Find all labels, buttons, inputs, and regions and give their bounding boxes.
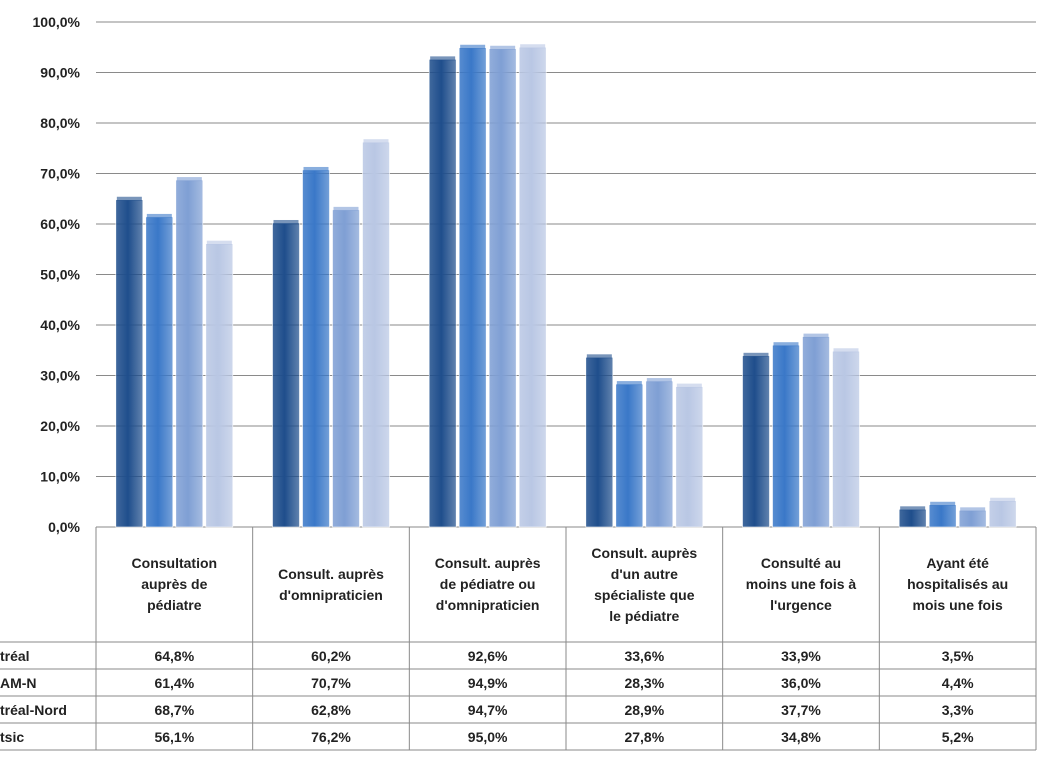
bar-top xyxy=(676,383,702,388)
series-label: AM-N xyxy=(0,674,37,691)
bar-top xyxy=(206,240,232,245)
bar-top xyxy=(773,342,799,347)
category-label: Consulté au moins une fois à l'urgence xyxy=(745,555,857,613)
bar-top xyxy=(833,348,859,353)
y-tick-label: 50,0% xyxy=(40,267,80,283)
y-tick-label: 30,0% xyxy=(40,368,80,384)
bar xyxy=(772,344,800,528)
category-label: Consult. auprès d'un autre spécialiste q… xyxy=(591,544,698,624)
data-label: 56,1% xyxy=(154,728,195,745)
bar xyxy=(145,216,174,528)
bar xyxy=(175,179,204,528)
y-tick-label: 0,0% xyxy=(48,519,80,535)
bar xyxy=(518,46,547,528)
data-label: 3,3% xyxy=(941,701,974,718)
bar-top xyxy=(960,507,986,512)
y-tick-label: 40,0% xyxy=(40,317,80,333)
bar-top xyxy=(743,352,769,357)
data-label: 34,8% xyxy=(781,728,821,745)
bar xyxy=(675,386,704,528)
bar xyxy=(362,141,390,528)
category-label: Consult. auprès de pédiatre ou d'omnipra… xyxy=(434,555,541,613)
bar xyxy=(115,199,144,528)
y-axis-ticks: 0,0% 10,0% 20,0% 30,0% 40,0% 50,0% 60,0% 70,0% 8… xyxy=(33,14,81,535)
bar xyxy=(742,355,770,528)
category-label: Ayant été hospitalisés au mois une fois xyxy=(907,555,1009,613)
bar-top xyxy=(303,166,329,171)
grid-lines xyxy=(96,21,1036,528)
bar-top xyxy=(460,44,486,49)
y-tick-label: 80,0% xyxy=(40,115,80,131)
data-label: 92,6% xyxy=(467,647,508,664)
series-label: tsic xyxy=(0,728,25,745)
data-label: 64,8% xyxy=(154,647,195,664)
bar-top xyxy=(930,501,956,506)
bar xyxy=(585,357,614,528)
series-label: tréal xyxy=(0,647,30,664)
bar-top xyxy=(273,219,299,224)
series-label: tréal-Nord xyxy=(0,701,67,718)
data-label: 94,9% xyxy=(467,674,508,691)
data-label: 33,6% xyxy=(624,647,665,664)
bar xyxy=(988,500,1017,528)
bar-top xyxy=(900,506,926,511)
y-tick-label: 10,0% xyxy=(40,469,80,485)
category-label: Consultation auprès de pédiatre xyxy=(131,555,218,613)
bar-top xyxy=(520,44,546,49)
bar xyxy=(928,504,957,528)
data-label: 60,2% xyxy=(311,647,351,664)
bar-top xyxy=(490,45,516,50)
bar xyxy=(332,209,360,528)
bar-top xyxy=(116,196,142,201)
data-label: 68,7% xyxy=(154,701,195,718)
bar xyxy=(832,350,860,528)
bar-top xyxy=(333,206,359,211)
data-label: 70,7% xyxy=(311,674,351,691)
bar xyxy=(272,222,300,528)
bar-top xyxy=(176,177,202,182)
data-label: 61,4% xyxy=(154,674,195,691)
category-label: Consult. auprès d'omnipraticien xyxy=(278,565,384,603)
data-table-grid xyxy=(0,527,1037,751)
bar xyxy=(958,510,987,528)
y-tick-label: 70,0% xyxy=(40,166,80,182)
data-label: 28,3% xyxy=(624,674,665,691)
y-tick-label: 20,0% xyxy=(40,418,80,434)
data-label: 4,4% xyxy=(941,674,974,691)
data-label: 94,7% xyxy=(467,701,508,718)
bar xyxy=(205,243,234,528)
data-label: 27,8% xyxy=(624,728,665,745)
bar xyxy=(302,169,330,528)
bar xyxy=(898,509,927,528)
bar-top xyxy=(430,56,456,61)
data-label: 3,5% xyxy=(941,647,974,664)
bar-top xyxy=(803,333,829,338)
bar-top xyxy=(586,354,612,359)
data-label: 37,7% xyxy=(781,701,821,718)
bar xyxy=(458,47,487,528)
y-tick-label: 90,0% xyxy=(40,65,80,81)
bar xyxy=(645,380,674,528)
bar xyxy=(615,383,644,528)
data-label: 95,0% xyxy=(467,728,508,745)
data-label: 5,2% xyxy=(941,728,974,745)
data-label: 76,2% xyxy=(311,728,351,745)
data-label: 62,8% xyxy=(311,701,351,718)
data-label: 28,9% xyxy=(624,701,665,718)
data-label: 33,9% xyxy=(781,647,821,664)
bar xyxy=(488,48,517,528)
bar-top xyxy=(646,378,672,383)
y-tick-label: 60,0% xyxy=(40,216,80,232)
bar-top xyxy=(146,213,172,218)
y-tick-label: 100,0% xyxy=(33,14,81,30)
bar-top xyxy=(616,381,642,386)
bar xyxy=(802,336,830,528)
bar-top xyxy=(990,497,1016,502)
bar-top xyxy=(363,139,389,144)
bars xyxy=(115,44,1017,528)
bar xyxy=(428,59,457,528)
data-label: 36,0% xyxy=(781,674,821,691)
